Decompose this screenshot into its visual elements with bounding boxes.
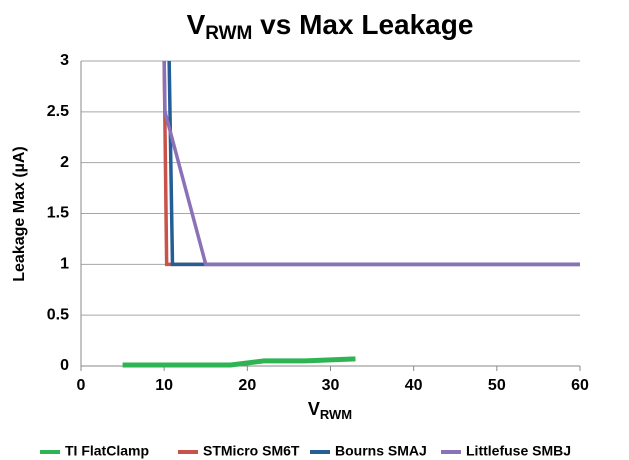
- y-tick-label: 2: [60, 154, 69, 171]
- x-tick-label: 0: [77, 377, 86, 394]
- x-label-sub: RWM: [320, 407, 352, 422]
- title-rest: vs Max Leakage: [252, 9, 473, 40]
- y-axis-label: Leakage Max (µA): [11, 146, 28, 281]
- y-tick-label: 0: [60, 357, 69, 374]
- y-tick-label: 2.5: [47, 103, 69, 120]
- y-tick-label: 1.5: [47, 205, 69, 222]
- y-tick-label: 0.5: [47, 306, 69, 323]
- x-tick-label: 40: [405, 377, 423, 394]
- x-tick-label: 10: [155, 377, 173, 394]
- series-line: [122, 356, 356, 368]
- x-tick-label: 20: [238, 377, 256, 394]
- x-label-main: V: [308, 399, 320, 419]
- series-line: [162, 60, 580, 267]
- x-tick-label: 50: [488, 377, 506, 394]
- y-tick-label: 1: [60, 256, 69, 273]
- chart-title: VRWM vs Max Leakage: [187, 9, 474, 44]
- y-tick-label: 3: [60, 52, 69, 69]
- x-tick-label: 30: [322, 377, 340, 394]
- title-sub: RWM: [205, 23, 252, 44]
- x-axis-label: VRWM: [308, 399, 352, 423]
- legend-label: Bourns SMAJ: [335, 443, 427, 459]
- x-tick-label: 60: [571, 377, 589, 394]
- legend-label: STMicro SM6T: [203, 443, 300, 459]
- legend-label: TI FlatClamp: [65, 443, 149, 459]
- title-main: V: [187, 9, 206, 40]
- legend-label: Littlefuse SMBJ: [466, 443, 571, 459]
